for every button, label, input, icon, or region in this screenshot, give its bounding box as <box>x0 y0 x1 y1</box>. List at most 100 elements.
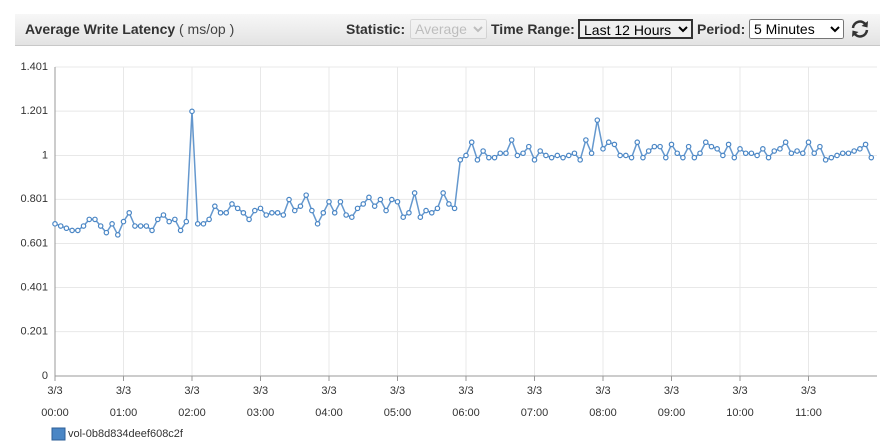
data-point <box>845 150 852 157</box>
data-point <box>731 154 738 161</box>
data-point <box>748 150 755 157</box>
data-point <box>531 157 538 163</box>
data-point <box>851 148 857 154</box>
period-select[interactable]: 5 Minutes <box>749 19 844 39</box>
data-point <box>737 146 743 152</box>
data-point <box>742 150 749 157</box>
y-tick-label: 0.601 <box>20 237 48 249</box>
data-point <box>868 154 875 161</box>
x-tick-label: 09:00 <box>658 407 686 419</box>
data-point <box>525 143 532 150</box>
data-point <box>651 143 658 150</box>
x-tick-date: 3/3 <box>390 385 405 397</box>
data-point <box>154 216 161 223</box>
data-point <box>754 152 760 159</box>
data-point <box>720 152 726 159</box>
data-point <box>314 221 321 227</box>
data-point <box>291 207 298 214</box>
y-tick-label: 0 <box>42 370 48 382</box>
data-point <box>212 203 218 209</box>
data-point <box>200 221 207 227</box>
data-point <box>52 221 58 227</box>
data-point <box>588 150 595 157</box>
data-point <box>605 139 612 146</box>
data-point <box>343 212 349 218</box>
x-tick-label: 03:00 <box>247 407 275 419</box>
data-point <box>457 157 464 163</box>
data-point <box>623 152 629 159</box>
refresh-icon[interactable] <box>849 18 871 40</box>
data-point <box>303 192 309 198</box>
x-tick-date: 3/3 <box>321 385 336 397</box>
data-point <box>172 216 178 223</box>
data-point <box>132 223 138 229</box>
data-point <box>337 198 344 205</box>
data-point <box>451 205 458 212</box>
data-point <box>194 221 201 227</box>
data-point <box>320 209 327 216</box>
x-tick-label: 02:00 <box>178 407 206 419</box>
data-point <box>794 148 800 154</box>
data-point <box>274 209 281 216</box>
data-point <box>822 157 829 163</box>
data-point <box>366 194 372 201</box>
statistic-select[interactable]: Average <box>410 19 487 39</box>
data-point <box>280 212 287 218</box>
x-tick-date: 3/3 <box>527 385 542 397</box>
data-point <box>600 146 606 152</box>
x-tick-label: 06:00 <box>452 407 480 419</box>
x-tick-date: 3/3 <box>664 385 679 397</box>
data-point <box>217 209 224 216</box>
data-point <box>583 137 589 143</box>
data-point <box>463 152 469 159</box>
data-point <box>428 209 435 216</box>
data-point <box>799 150 806 157</box>
data-point <box>143 223 150 229</box>
data-point <box>702 139 709 146</box>
x-tick-label: 10:00 <box>726 407 754 419</box>
data-point <box>708 143 715 150</box>
data-point <box>508 137 515 143</box>
data-point <box>811 150 818 157</box>
data-point <box>297 203 304 209</box>
legend-swatch <box>51 427 66 441</box>
data-point <box>166 218 172 225</box>
data-point <box>349 214 355 220</box>
data-point <box>263 212 270 218</box>
data-point <box>126 209 133 216</box>
data-point <box>668 141 675 148</box>
data-point <box>114 232 121 238</box>
x-tick-date: 3/3 <box>253 385 268 397</box>
data-point <box>725 141 732 148</box>
header: Average Write Latency ( ms/op ) Statisti… <box>15 14 880 46</box>
data-point <box>246 216 252 223</box>
data-point <box>417 214 424 220</box>
data-point <box>760 146 766 152</box>
data-point <box>434 205 441 212</box>
data-point <box>440 190 446 196</box>
data-point <box>223 209 230 216</box>
data-point <box>80 223 87 229</box>
y-tick-label: 0.401 <box>20 281 48 293</box>
data-point <box>423 207 429 214</box>
data-point <box>834 152 840 159</box>
y-tick-label: 1 <box>42 149 48 161</box>
x-tick-label: 05:00 <box>384 407 412 419</box>
data-point <box>611 141 618 148</box>
data-point <box>828 154 835 161</box>
data-point <box>628 154 635 161</box>
time-range-select[interactable]: Last 12 Hours <box>578 19 693 39</box>
y-tick-label: 0.801 <box>20 193 48 205</box>
data-point <box>565 152 572 159</box>
statistic-label: Statistic: <box>346 21 406 37</box>
data-point <box>697 150 703 157</box>
data-point <box>554 152 561 159</box>
data-point <box>377 196 384 203</box>
data-point <box>771 148 778 154</box>
data-point <box>229 201 235 207</box>
data-point <box>286 196 292 203</box>
y-tick-label: 1.201 <box>20 105 48 117</box>
y-tick-label: 1.401 <box>20 61 48 73</box>
data-point <box>149 227 155 234</box>
